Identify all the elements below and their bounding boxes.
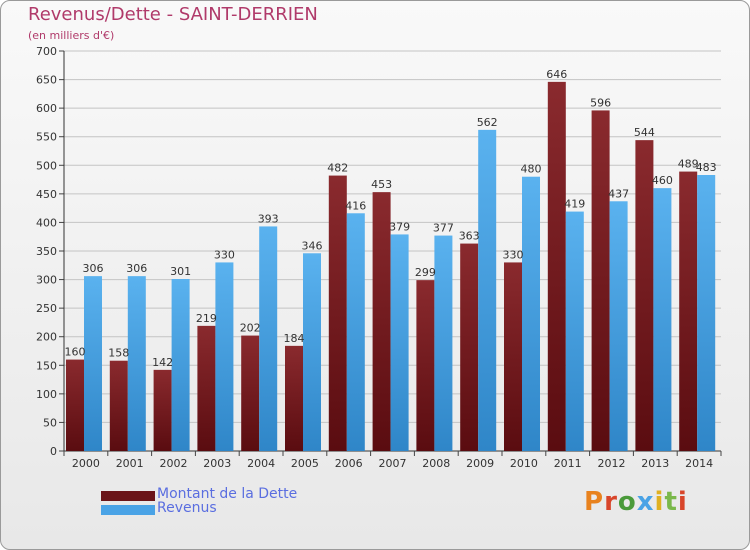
x-tick-label: 2009 (466, 457, 494, 470)
data-label-revenus: 330 (214, 248, 235, 261)
y-tick-label: 100 (36, 388, 57, 401)
x-tick-label: 2012 (598, 457, 626, 470)
bar-dette (635, 140, 654, 451)
bar-revenus (653, 188, 672, 451)
y-tick-label: 150 (36, 359, 57, 372)
data-label-dette: 489 (678, 158, 699, 171)
bar-revenus (609, 201, 628, 451)
x-tick-label: 2004 (247, 457, 275, 470)
data-label-dette: 646 (546, 68, 567, 81)
bar-dette (460, 243, 479, 451)
bar-dette (109, 360, 128, 451)
bar-revenus (434, 235, 453, 451)
bar-dette (285, 345, 303, 451)
y-tick-label: 700 (36, 45, 57, 58)
data-label-revenus: 483 (696, 161, 717, 174)
data-label-revenus: 393 (258, 212, 279, 225)
data-label-dette: 184 (284, 332, 305, 345)
bar-revenus (346, 213, 365, 451)
bar-revenus (259, 226, 278, 451)
x-tick-label: 2010 (510, 457, 538, 470)
x-tick-label: 2011 (554, 457, 582, 470)
bar-revenus (84, 276, 102, 451)
data-label-dette: 363 (459, 230, 480, 243)
bar-dette (591, 110, 610, 451)
data-label-dette: 158 (108, 347, 129, 360)
data-label-revenus: 437 (608, 187, 629, 200)
y-tick-label: 600 (36, 102, 57, 115)
bar-revenus (171, 279, 190, 451)
bar-dette (679, 171, 698, 452)
x-tick-label: 2000 (72, 457, 100, 470)
legend-swatch-dette (101, 491, 155, 501)
data-label-dette: 160 (65, 346, 86, 359)
bar-dette (547, 81, 566, 451)
bar-revenus (565, 211, 584, 451)
x-tick-label: 2013 (641, 457, 669, 470)
y-tick-label: 350 (36, 245, 57, 258)
data-label-revenus: 416 (345, 199, 366, 212)
y-tick-label: 300 (36, 274, 57, 287)
chart-subtitle: (en milliers d'€) (28, 29, 115, 42)
data-label-revenus: 419 (564, 198, 585, 211)
y-tick-label: 550 (36, 131, 57, 144)
data-label-dette: 202 (240, 322, 261, 335)
x-tick-label: 2014 (685, 457, 713, 470)
data-label-revenus: 562 (477, 116, 498, 129)
bar-revenus (127, 276, 146, 451)
y-tick-label: 200 (36, 331, 57, 344)
data-label-dette: 299 (415, 266, 436, 279)
data-label-dette: 453 (371, 178, 392, 191)
proxiti-logo: Proxiti (584, 487, 688, 517)
x-tick-label: 2006 (335, 457, 363, 470)
x-tick-label: 2008 (422, 457, 450, 470)
legend-label-revenus: Revenus (157, 500, 217, 516)
bar-dette (372, 192, 391, 451)
bar-revenus (697, 175, 716, 451)
x-tick-label: 2007 (379, 457, 407, 470)
x-tick-label: 2002 (160, 457, 188, 470)
data-label-revenus: 377 (433, 222, 454, 235)
bar-revenus (478, 129, 497, 451)
data-label-dette: 596 (590, 96, 611, 109)
bar-dette (66, 359, 84, 451)
data-label-dette: 219 (196, 312, 217, 325)
bar-dette (241, 335, 260, 451)
x-tick-label: 2001 (116, 457, 144, 470)
data-label-dette: 544 (634, 126, 655, 139)
data-label-revenus: 346 (302, 239, 323, 252)
y-tick-label: 500 (36, 159, 57, 172)
chart-title: Revenus/Dette - SAINT-DERRIEN (28, 4, 318, 25)
x-tick-label: 2003 (203, 457, 231, 470)
bar-revenus (303, 253, 321, 451)
data-label-revenus: 301 (170, 265, 191, 278)
bar-revenus (215, 262, 234, 451)
x-tick-label: 2005 (291, 457, 319, 470)
data-label-dette: 142 (152, 356, 173, 369)
y-tick-label: 400 (36, 216, 57, 229)
bar-revenus (390, 234, 409, 451)
y-tick-label: 250 (36, 302, 57, 315)
bar-dette (504, 262, 522, 451)
data-label-revenus: 379 (389, 220, 410, 233)
bar-dette (197, 325, 216, 451)
legend-swatch-revenus (101, 505, 155, 515)
bar-dette (328, 175, 347, 452)
y-tick-label: 50 (43, 416, 57, 429)
y-tick-label: 0 (50, 445, 57, 458)
data-label-dette: 482 (327, 162, 348, 175)
data-label-revenus: 480 (521, 163, 542, 176)
data-label-revenus: 306 (83, 262, 104, 275)
y-tick-label: 450 (36, 188, 57, 201)
bar-dette (416, 280, 435, 451)
legend-label-dette: Montant de la Dette (157, 486, 298, 502)
data-label-revenus: 306 (126, 262, 147, 275)
data-label-revenus: 460 (652, 174, 673, 187)
y-tick-label: 650 (36, 74, 57, 87)
bar-revenus (522, 176, 540, 451)
data-label-dette: 330 (503, 248, 524, 261)
bar-dette (153, 369, 172, 451)
